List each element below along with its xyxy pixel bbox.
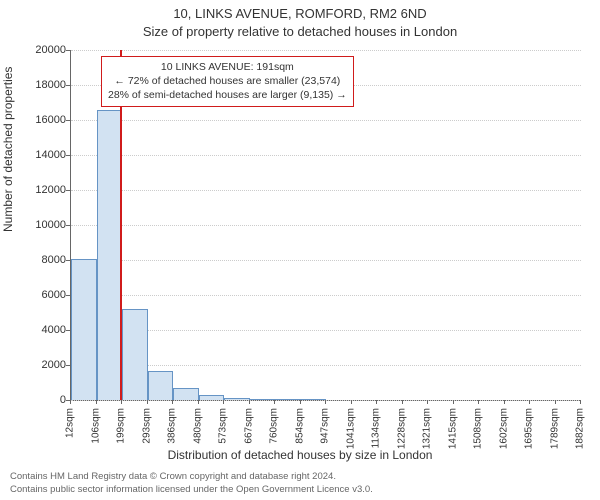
gridline [71, 190, 581, 191]
y-tick-label: 6000 [16, 289, 66, 301]
x-tick [529, 400, 530, 404]
x-tick-label: 293sqm [141, 408, 152, 444]
gridline [71, 155, 581, 156]
histogram-bar [301, 399, 326, 400]
x-tick [325, 400, 326, 404]
y-tick [66, 50, 70, 51]
annotation-line: ← 72% of detached houses are smaller (23… [108, 74, 347, 88]
histogram-bar [122, 309, 148, 400]
histogram-bar [148, 371, 173, 400]
y-tick-label: 8000 [16, 254, 66, 266]
x-tick-label: 106sqm [90, 408, 101, 444]
x-tick [249, 400, 250, 404]
y-tick [66, 295, 70, 296]
x-tick-label: 1882sqm [575, 408, 586, 449]
x-tick-label: 386sqm [167, 408, 178, 444]
y-tick [66, 155, 70, 156]
y-tick [66, 365, 70, 366]
histogram-bar [199, 395, 224, 400]
address-title: 10, LINKS AVENUE, ROMFORD, RM2 6ND [0, 6, 600, 21]
x-tick-label: 667sqm [243, 408, 254, 444]
x-tick-label: 1508sqm [473, 408, 484, 449]
histogram-bar [275, 399, 301, 400]
y-tick-label: 2000 [16, 359, 66, 371]
x-tick [121, 400, 122, 404]
y-tick-label: 18000 [16, 79, 66, 91]
x-tick-label: 1415sqm [447, 408, 458, 449]
x-tick-label: 199sqm [116, 408, 127, 444]
x-tick [580, 400, 581, 404]
y-tick-label: 16000 [16, 114, 66, 126]
x-tick [96, 400, 97, 404]
chart-subtitle: Size of property relative to detached ho… [0, 24, 600, 39]
x-tick-label: 1695sqm [524, 408, 535, 449]
y-tick-label: 14000 [16, 149, 66, 161]
x-tick [351, 400, 352, 404]
x-tick [147, 400, 148, 404]
plot-area: 10 LINKS AVENUE: 191sqm← 72% of detached… [70, 50, 581, 401]
x-tick [376, 400, 377, 404]
y-tick [66, 225, 70, 226]
gridline [71, 225, 581, 226]
y-tick-label: 12000 [16, 184, 66, 196]
x-tick-label: 1134sqm [371, 408, 382, 448]
annotation-line: 10 LINKS AVENUE: 191sqm [108, 60, 347, 74]
chart-container: 10, LINKS AVENUE, ROMFORD, RM2 6ND Size … [0, 0, 600, 500]
x-tick-label: 1321sqm [422, 408, 433, 449]
y-axis-label: Number of detached properties [1, 67, 15, 232]
histogram-bar [224, 398, 250, 400]
x-tick-label: 1602sqm [498, 408, 509, 449]
gridline [71, 120, 581, 121]
y-tick [66, 85, 70, 86]
gridline [71, 295, 581, 296]
footer-line-2: Contains public sector information licen… [10, 484, 373, 496]
x-tick-label: 480sqm [192, 408, 203, 444]
x-tick [300, 400, 301, 404]
histogram-bar [250, 399, 275, 400]
histogram-bar [173, 388, 199, 400]
x-tick [427, 400, 428, 404]
x-tick [172, 400, 173, 404]
y-tick-label: 4000 [16, 324, 66, 336]
footer-line-1: Contains HM Land Registry data © Crown c… [10, 471, 373, 483]
y-tick [66, 120, 70, 121]
x-tick-label: 12sqm [65, 408, 76, 438]
x-tick [274, 400, 275, 404]
y-tick [66, 190, 70, 191]
y-tick [66, 330, 70, 331]
x-tick-label: 1789sqm [549, 408, 560, 449]
histogram-bar [97, 110, 122, 401]
x-tick [223, 400, 224, 404]
x-tick-label: 1228sqm [396, 408, 407, 449]
x-tick [478, 400, 479, 404]
x-tick-label: 760sqm [269, 408, 280, 444]
y-tick-label: 0 [16, 394, 66, 406]
x-tick [198, 400, 199, 404]
annotation-line: 28% of semi-detached houses are larger (… [108, 88, 347, 102]
gridline [71, 50, 581, 51]
x-tick [504, 400, 505, 404]
y-tick [66, 260, 70, 261]
annotation-box: 10 LINKS AVENUE: 191sqm← 72% of detached… [101, 56, 354, 107]
y-tick-label: 10000 [16, 219, 66, 231]
y-tick-label: 20000 [16, 44, 66, 56]
x-tick-label: 1041sqm [345, 408, 356, 449]
histogram-bar [71, 259, 97, 400]
x-tick-label: 947sqm [320, 408, 331, 444]
x-tick [453, 400, 454, 404]
x-tick [402, 400, 403, 404]
x-axis-label: Distribution of detached houses by size … [0, 448, 600, 462]
x-tick [70, 400, 71, 404]
x-tick-label: 573sqm [218, 408, 229, 444]
x-tick [555, 400, 556, 404]
gridline [71, 260, 581, 261]
x-tick-label: 854sqm [294, 408, 305, 444]
footer-attribution: Contains HM Land Registry data © Crown c… [10, 471, 373, 496]
